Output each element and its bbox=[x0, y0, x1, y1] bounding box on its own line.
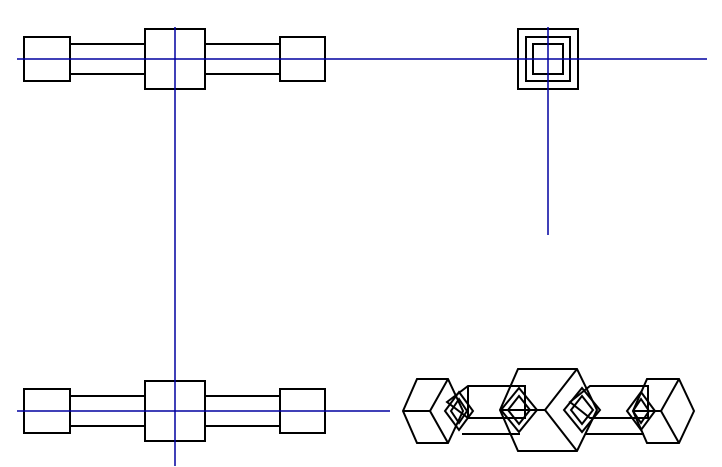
isometric-view bbox=[401, 368, 696, 452]
iso-right-block bbox=[449, 378, 696, 444]
iso-center-block bbox=[498, 368, 602, 452]
center-lines bbox=[17, 27, 707, 466]
iso-left-block bbox=[401, 378, 475, 444]
